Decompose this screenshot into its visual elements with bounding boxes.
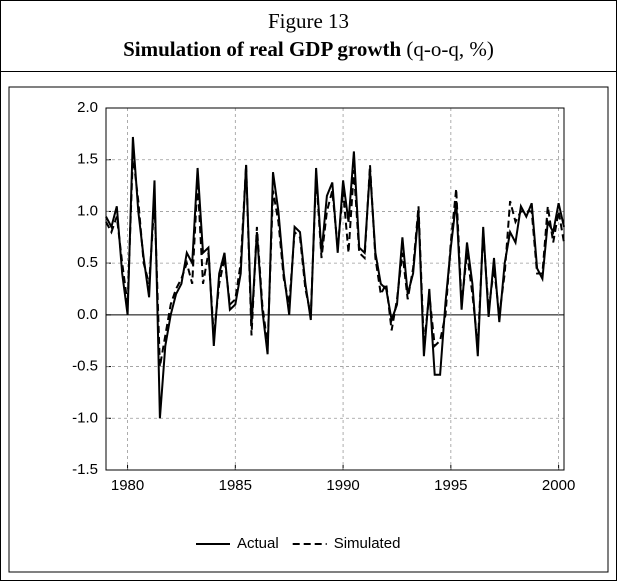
y-tick-label: 1.0 (77, 202, 98, 219)
plot-frame (105, 107, 565, 471)
y-tick-label: -1.5 (72, 461, 98, 478)
x-tick-label: 1985 (219, 477, 252, 494)
subtitle-note: (q-o-q, %) (406, 37, 494, 61)
subtitle-line: Simulation of real GDP growth (q-o-q, %) (1, 35, 616, 63)
chart-subtitle: Simulation of real GDP growth (123, 37, 402, 61)
y-tick-label: 2.0 (77, 99, 98, 116)
legend-label: Simulated (334, 535, 401, 552)
x-tick-label: 2000 (542, 477, 575, 494)
legend-label: Actual (237, 535, 279, 552)
series-line (105, 154, 565, 367)
y-tick-label: 1.5 (77, 151, 98, 168)
chart-title: Figure 13 (267, 9, 350, 33)
y-tick-label: -0.5 (72, 358, 98, 375)
chart-frame (8, 86, 609, 573)
x-tick-label: 1980 (111, 477, 144, 494)
y-tick-label: 0.5 (77, 254, 98, 271)
x-tick-label: 1990 (326, 477, 359, 494)
x-tick-label: 1995 (434, 477, 467, 494)
y-tick-label: 0.0 (77, 306, 98, 323)
header: Figure 13 Simulation of real GDP growth … (1, 1, 616, 72)
y-tick-label: -1.0 (72, 409, 98, 426)
